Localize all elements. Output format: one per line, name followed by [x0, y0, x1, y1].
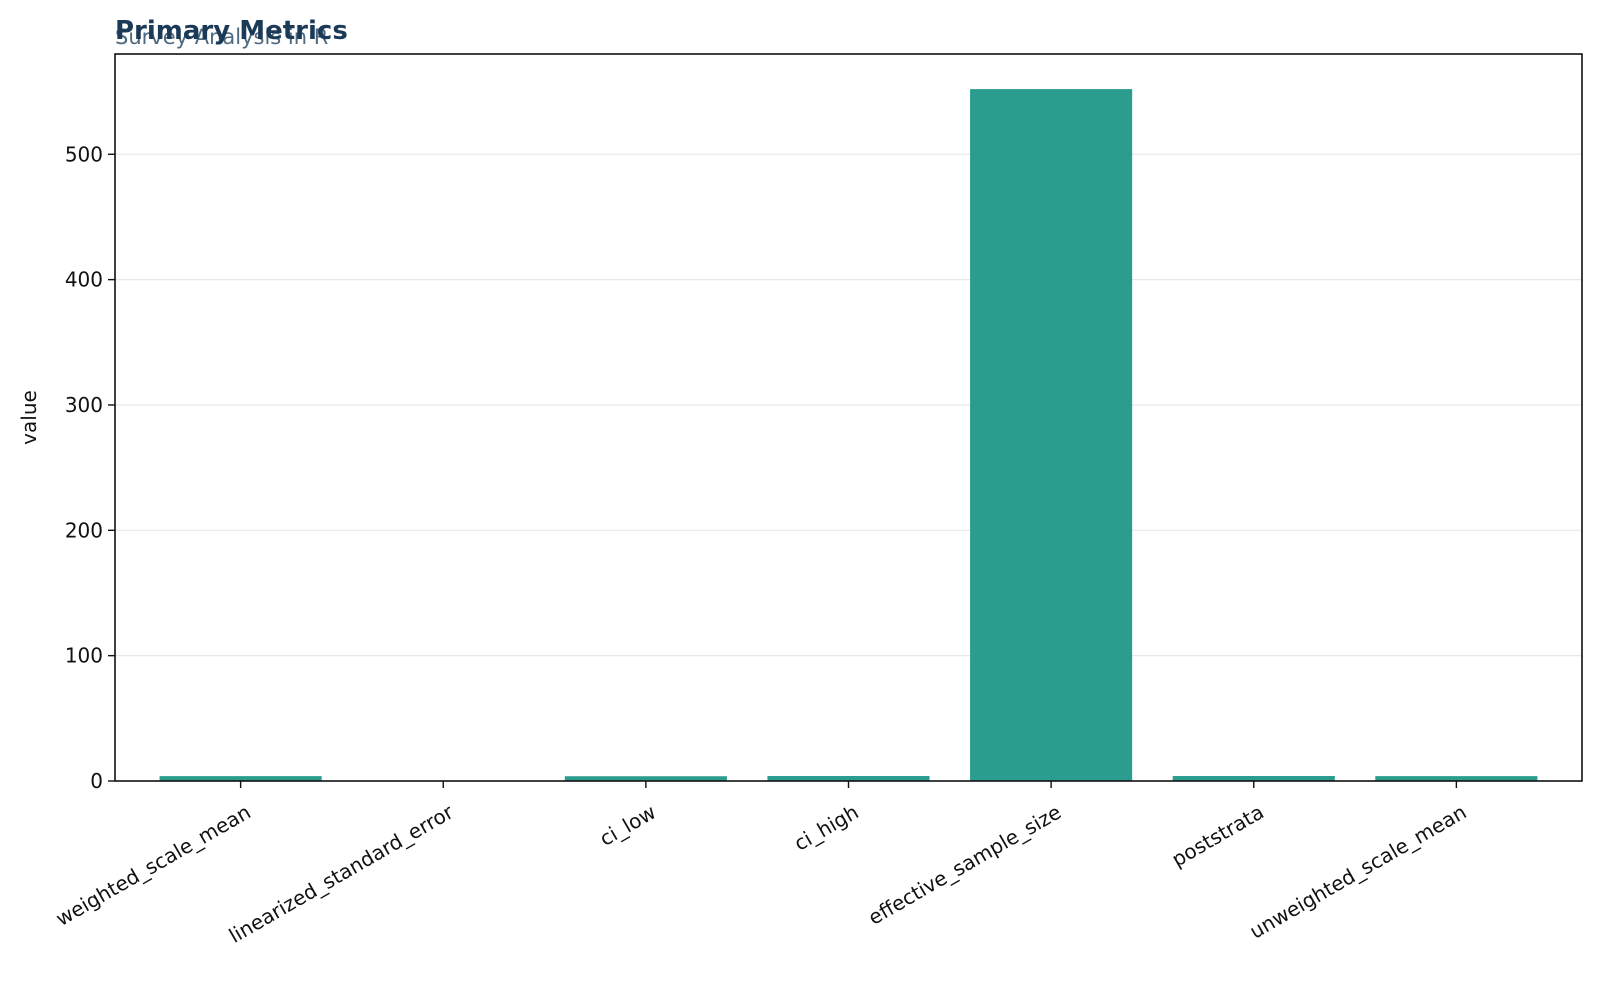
bar-poststrata — [1172, 775, 1335, 781]
y-tick-label: 400 — [65, 268, 103, 292]
y-tick-label: 100 — [65, 644, 103, 668]
bar-ci-high — [767, 775, 930, 781]
bar-unweighted-scale-mean — [1375, 776, 1538, 781]
y-tick-label: 0 — [90, 769, 103, 793]
y-axis: 0 100 200 300 400 500 — [65, 142, 115, 793]
x-tick-label: ci_low — [595, 800, 660, 851]
chart-subtitle: Survey Analysis in R — [115, 25, 328, 49]
chart-title: Primary Metrics — [115, 16, 348, 46]
bar-effective-sample-size — [970, 89, 1133, 781]
gridlines — [115, 153, 1582, 657]
y-tick-label: 500 — [65, 142, 103, 166]
x-tick-label: linearized_standard_error — [225, 799, 458, 948]
bars — [159, 89, 1538, 781]
x-axis: weighted_scale_meanlinearized_standard_e… — [52, 781, 1470, 948]
y-axis-label: value — [17, 390, 41, 445]
bar-weighted-scale-mean — [159, 776, 322, 781]
y-tick-label: 300 — [65, 393, 103, 417]
x-tick-label: ci_high — [790, 800, 863, 856]
x-tick-label: effective_sample_size — [864, 800, 1065, 930]
x-tick-label: poststrata — [1167, 800, 1267, 872]
x-tick-label: unweighted_scale_mean — [1245, 800, 1470, 944]
bar-ci-low — [564, 776, 727, 781]
plot-frame — [114, 53, 1583, 782]
x-tick-label: weighted_scale_mean — [52, 800, 255, 931]
y-tick-label: 200 — [65, 518, 103, 542]
